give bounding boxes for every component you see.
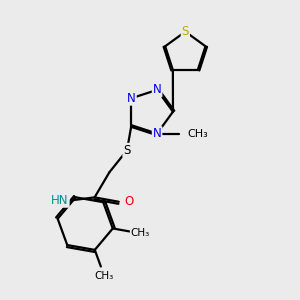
Text: N: N	[127, 92, 136, 105]
Text: O: O	[124, 195, 133, 208]
Text: N: N	[153, 83, 161, 96]
Text: CH₃: CH₃	[188, 129, 208, 139]
Text: S: S	[123, 144, 131, 157]
Text: CH₃: CH₃	[131, 228, 150, 238]
Text: HN: HN	[51, 194, 69, 207]
Text: CH₃: CH₃	[95, 271, 114, 281]
Text: N: N	[153, 127, 161, 140]
Text: S: S	[182, 25, 189, 38]
